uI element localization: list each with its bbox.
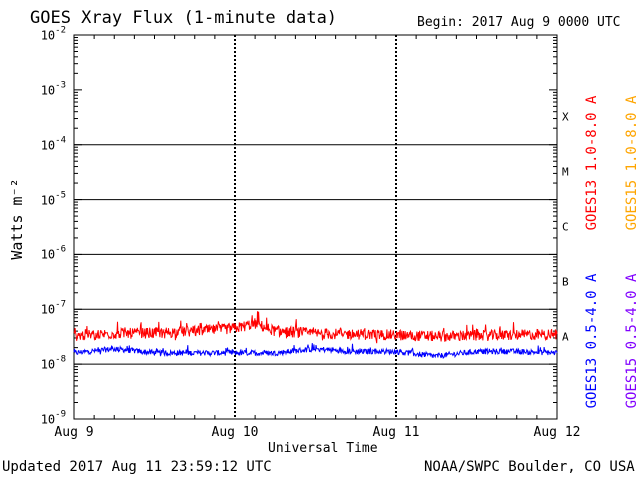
chart-title: GOES Xray Flux (1-minute data) <box>30 8 338 28</box>
flare-class-x: X <box>562 110 569 124</box>
x-tick-label: Aug 10 <box>211 425 259 440</box>
y-tick-label: 10-6 <box>40 244 66 262</box>
x-tick-label: Aug 12 <box>533 425 581 440</box>
legend-item-goes15-0-5-4-0-a: GOES15 0.5-4.0 A <box>624 273 640 409</box>
y-tick-base: 10 <box>40 247 56 262</box>
y-tick-label: 10-3 <box>40 80 66 98</box>
legend-item-goes13-1-0-8-0-a: GOES13 1.0-8.0 A <box>584 95 600 231</box>
y-tick-exponent: -9 <box>55 409 66 420</box>
y-tick-label: 10-2 <box>40 25 66 43</box>
flare-class-m: M <box>562 165 569 179</box>
y-tick-exponent: -5 <box>55 190 66 201</box>
y-tick-exponent: -6 <box>55 244 66 255</box>
y-tick-base: 10 <box>40 302 56 317</box>
flare-class-c: C <box>562 220 569 234</box>
y-tick-exponent: -3 <box>55 80 66 91</box>
plot-frame <box>73 34 558 420</box>
x-tick-label: Aug 9 <box>54 425 94 440</box>
x-tick-label: Aug 11 <box>372 425 420 440</box>
y-tick-exponent: -7 <box>55 299 66 310</box>
x-axis-label: Universal Time <box>268 441 378 456</box>
y-tick-base: 10 <box>40 412 56 427</box>
y-tick-label: 10-9 <box>40 409 66 427</box>
y-tick-exponent: -2 <box>55 25 66 36</box>
y-axis-label: Watts m⁻² <box>8 178 26 260</box>
y-tick-label: 10-7 <box>40 299 66 317</box>
y-tick-base: 10 <box>40 357 56 372</box>
y-tick-exponent: -8 <box>55 354 66 365</box>
legend-item-goes15-1-0-8-0-a: GOES15 1.0-8.0 A <box>624 95 640 231</box>
y-tick-label: 10-8 <box>40 354 66 372</box>
y-tick-base: 10 <box>40 138 56 153</box>
y-tick-exponent: -4 <box>55 135 66 146</box>
y-tick-base: 10 <box>40 193 56 208</box>
y-tick-base: 10 <box>40 83 56 98</box>
updated-timestamp: Updated 2017 Aug 11 23:59:12 UTC <box>2 459 272 475</box>
begin-time: Begin: 2017 Aug 9 0000 UTC <box>417 15 621 30</box>
y-tick-label: 10-4 <box>40 135 66 153</box>
series-line-goes13-1-0-8-0-a <box>73 311 558 344</box>
y-tick-base: 10 <box>40 28 56 43</box>
y-tick-label: 10-5 <box>40 190 66 208</box>
flare-class-b: B <box>562 275 569 289</box>
legend-item-goes13-0-5-4-0-a: GOES13 0.5-4.0 A <box>584 273 600 409</box>
credit-label: NOAA/SWPC Boulder, CO USA <box>424 459 635 475</box>
series-line-goes13-0-5-4-0-a <box>73 343 558 359</box>
flare-class-a: A <box>562 330 569 344</box>
